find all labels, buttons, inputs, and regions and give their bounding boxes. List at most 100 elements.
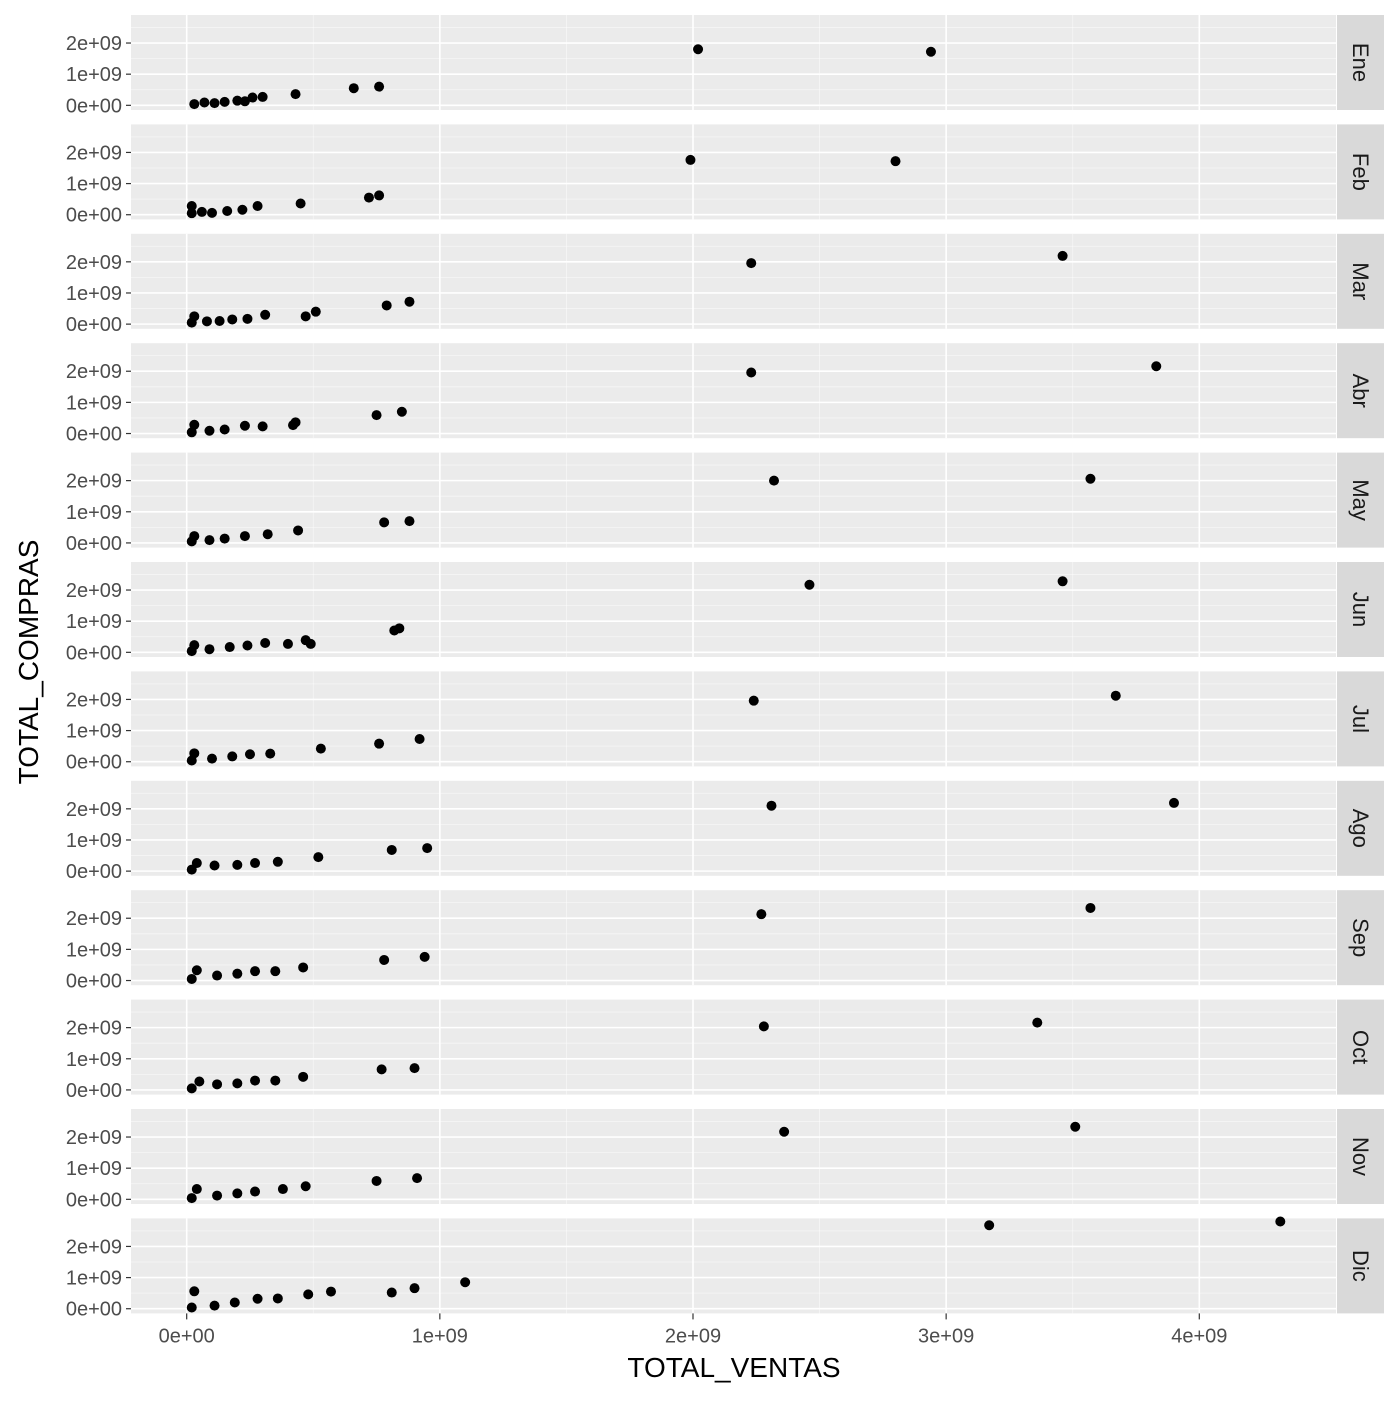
data-point: [303, 1289, 314, 1300]
y-tick-label: 2e+09: [66, 361, 122, 383]
data-point: [247, 92, 258, 103]
data-point: [414, 733, 425, 744]
data-point: [460, 1277, 471, 1288]
y-tick-label: 2e+09: [66, 1127, 122, 1149]
y-tick-label: 1e+09: [66, 174, 122, 196]
y-axis-title: TOTAL_COMPRAS: [13, 540, 44, 785]
data-point: [204, 535, 215, 546]
x-tick-label: 1e+09: [412, 1325, 468, 1347]
data-point: [194, 1076, 205, 1087]
strip-background: [1337, 999, 1384, 1095]
data-point: [1151, 361, 1162, 372]
data-point: [693, 44, 704, 55]
panel-background: [131, 452, 1336, 548]
data-point: [374, 738, 385, 749]
facet-strip-mar: Mar: [1337, 233, 1384, 329]
data-point: [189, 640, 200, 651]
data-point: [189, 748, 200, 759]
facet-panel-jul: 0e+00 1e+09 2e+09 Jul: [66, 671, 1384, 774]
data-points: [186, 1017, 1043, 1094]
data-point: [207, 753, 218, 764]
data-point: [270, 966, 281, 977]
data-points: [186, 690, 1121, 766]
y-tick-label: 1e+09: [66, 939, 122, 961]
data-point: [374, 190, 385, 201]
data-points: [186, 154, 901, 219]
data-point: [1275, 1216, 1286, 1227]
data-point: [300, 1181, 311, 1192]
data-point: [250, 858, 261, 869]
y-tick-label: 1e+09: [66, 1049, 122, 1071]
data-point: [1070, 1121, 1081, 1132]
data-point: [422, 843, 433, 854]
data-point: [260, 637, 271, 648]
data-point: [685, 154, 696, 165]
data-point: [232, 95, 243, 106]
y-tick-label: 2e+09: [66, 1018, 122, 1040]
facet-strip-nov: Nov: [1337, 1109, 1384, 1204]
data-point: [186, 1193, 197, 1204]
y-tick-label: 0e+00: [66, 1189, 122, 1211]
y-tick-label: 1e+09: [66, 1268, 122, 1290]
data-point: [376, 1064, 387, 1075]
data-point: [191, 858, 202, 869]
data-point: [386, 844, 397, 855]
panel-background: [131, 671, 1336, 767]
facet-strip-label: Jun: [1348, 592, 1373, 627]
data-points: [186, 473, 1096, 547]
data-point: [758, 1021, 769, 1032]
data-point: [189, 419, 200, 430]
strip-background: [1337, 780, 1384, 876]
data-point: [394, 623, 405, 634]
data-point: [260, 309, 271, 320]
data-point: [189, 99, 200, 110]
data-point: [186, 208, 197, 219]
facet-panel-ene: 0e+00 1e+09 2e+09 Ene: [66, 15, 1384, 117]
y-tick-label: 1e+09: [66, 1158, 122, 1180]
y-tick-label: 1e+09: [66, 502, 122, 524]
facet-strip-label: Ago: [1348, 809, 1373, 848]
y-tick-label: 2e+09: [66, 689, 122, 711]
x-tick-label: 3e+09: [918, 1325, 974, 1347]
data-point: [272, 1293, 283, 1304]
data-point: [371, 410, 382, 421]
data-point: [242, 640, 253, 651]
facet-strip-label: Dic: [1348, 1250, 1373, 1282]
x-tick-label: 0e+00: [159, 1325, 215, 1347]
y-tick-label: 0e+00: [66, 424, 122, 446]
data-point: [1085, 473, 1096, 484]
data-point: [419, 951, 430, 962]
data-point: [252, 1293, 263, 1304]
panel-background: [131, 999, 1336, 1095]
data-point: [404, 516, 415, 527]
data-point: [409, 1283, 420, 1294]
data-point: [189, 1286, 200, 1297]
strip-background: [1337, 233, 1384, 329]
x-axis: 0e+00 1e+09 2e+09 3e+09 4e+09: [159, 1313, 1227, 1347]
data-point: [189, 311, 200, 322]
facet-strip-label: Abr: [1348, 374, 1373, 408]
data-point: [379, 517, 390, 528]
data-point: [209, 1300, 220, 1311]
data-point: [769, 475, 780, 486]
y-tick-label: 0e+00: [66, 314, 122, 336]
panel-background: [131, 15, 1336, 110]
data-point: [300, 311, 311, 322]
y-tick-label: 1e+09: [66, 392, 122, 414]
panel-background: [131, 1218, 1336, 1314]
data-point: [748, 695, 759, 706]
y-tick-label: 0e+00: [66, 95, 122, 117]
data-point: [219, 96, 230, 107]
y-tick-label: 2e+09: [66, 252, 122, 274]
data-point: [219, 533, 230, 544]
data-points: [186, 797, 1179, 875]
strip-background: [1337, 671, 1384, 767]
data-point: [252, 201, 263, 212]
facet-strip-feb: Feb: [1337, 124, 1384, 220]
data-point: [265, 748, 276, 759]
facet-strip-label: Mar: [1348, 262, 1373, 300]
facet-strip-label: Sep: [1348, 918, 1373, 957]
